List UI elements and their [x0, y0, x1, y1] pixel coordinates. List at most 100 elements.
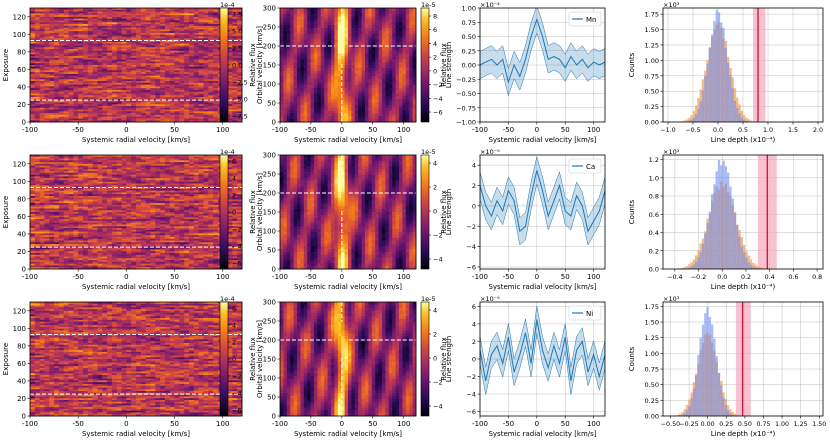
heatmap-cell: [392, 8, 396, 12]
heatmap-cell: [83, 114, 89, 118]
heatmap-cell: [155, 18, 161, 21]
heatmap-cell: [361, 27, 366, 32]
heatmap-cell: [307, 59, 311, 63]
heatmap-cell: [213, 105, 219, 109]
heatmap-cell: [160, 111, 166, 114]
heatmap-cell: [169, 97, 175, 100]
heatmap-cell: [160, 54, 166, 57]
heatmap-cell: [198, 41, 204, 45]
heatmap-cell: [227, 158, 233, 161]
heatmap-cell: [136, 79, 142, 82]
heatmap-cell: [402, 39, 407, 43]
heatmap-cell: [136, 91, 142, 94]
heatmap-cell: [361, 99, 366, 103]
heatmap-cell: [145, 36, 151, 39]
heatmap-cell: [58, 163, 65, 167]
heatmap-cell: [351, 47, 356, 52]
heatmap-cell: [49, 114, 55, 118]
heatmap-cell: [83, 63, 89, 66]
heatmap-cell: [174, 13, 180, 16]
heatmap-cell: [102, 100, 108, 103]
heatmap-cell: [174, 18, 180, 21]
heatmap-cell: [102, 57, 108, 61]
heatmap-cell: [237, 29, 243, 32]
heatmap-cell: [334, 119, 339, 123]
heatmap-cell: [327, 53, 332, 57]
heatmap-cell: [348, 42, 352, 46]
heatmap-cell: [358, 110, 362, 114]
heatmap-cell: [169, 91, 175, 94]
heatmap-cell: [354, 99, 359, 103]
heatmap-cell: [136, 15, 142, 18]
heatmap-cell: [150, 156, 156, 159]
heatmap-cell: [136, 93, 142, 96]
heatmap-cell: [232, 100, 238, 103]
heatmap-cell: [92, 111, 98, 114]
heatmap-cell: [30, 82, 36, 85]
heatmap-cell: [131, 93, 137, 96]
heatmap-cell: [97, 31, 103, 34]
heatmap-cell: [193, 73, 200, 77]
heatmap-cell: [388, 67, 393, 72]
heatmap-cell: [331, 25, 335, 29]
heatmap-cell: [49, 25, 55, 28]
heatmap-cell: [49, 91, 55, 94]
heatmap-cell: [111, 107, 118, 110]
heatmap-cell: [39, 25, 45, 28]
heatmap-cell: [371, 62, 376, 66]
heatmap-cell: [140, 38, 147, 41]
heatmap-cell: [184, 84, 190, 87]
heatmap-cell: [145, 81, 151, 84]
heatmap-cell: [160, 25, 166, 28]
heatmap-cell: [169, 160, 175, 163]
heatmap-cell: [107, 61, 113, 64]
heatmap-cell: [44, 95, 50, 98]
heatmap-cell: [68, 95, 74, 98]
heatmap-cell: [102, 82, 108, 85]
heatmap-cell: [54, 45, 60, 48]
heatmap-cell: [87, 97, 94, 100]
heatmap-cell: [388, 19, 393, 23]
heatmap-cell: [237, 107, 243, 110]
heatmap-cell: [334, 79, 339, 83]
heatmap-cell: [208, 88, 214, 91]
heatmap-cell: [310, 104, 315, 109]
heatmap-cell: [232, 120, 238, 123]
heatmap-cell: [87, 47, 94, 50]
heatmap-cell: [179, 47, 185, 50]
heatmap-cell: [39, 88, 45, 91]
heatmap-cell: [68, 40, 74, 43]
heatmap-cell: [49, 68, 55, 71]
heatmap-cell: [97, 57, 103, 61]
heatmap-cell: [87, 65, 94, 68]
heatmap-cell: [44, 61, 50, 64]
hist-bar-blue: [720, 22, 723, 122]
heatmap-cell: [232, 20, 238, 23]
heatmap-cell: [368, 65, 373, 69]
heatmap-cell: [111, 158, 118, 161]
heatmap-cell: [293, 25, 298, 29]
heatmap-cell: [145, 97, 151, 100]
heatmap-cell: [131, 20, 137, 23]
heatmap-cell: [131, 84, 137, 87]
heatmap-cell: [193, 57, 200, 61]
heatmap-cell: [358, 47, 362, 52]
heatmap-cell: [34, 162, 41, 165]
heatmap-cell: [39, 102, 45, 105]
heatmap-cell: [361, 42, 366, 46]
heatmap-cell: [354, 67, 359, 72]
heatmap-cell: [155, 120, 161, 123]
heatmap-cell: [320, 67, 325, 72]
heatmap-cell: [169, 40, 175, 43]
heatmap-cell: [290, 62, 294, 66]
axes-frame: [662, 7, 824, 123]
heatmap-cell: [368, 33, 373, 37]
heatmap-cell: [73, 72, 79, 75]
heatmap-cell: [34, 54, 41, 57]
heatmap-cell: [237, 15, 243, 18]
heatmap-cell: [310, 33, 315, 37]
heatmap-cell: [145, 38, 151, 41]
heatmap-cell: [102, 75, 108, 78]
heatmap-cell: [97, 105, 103, 109]
heatmap-cell: [150, 91, 156, 94]
